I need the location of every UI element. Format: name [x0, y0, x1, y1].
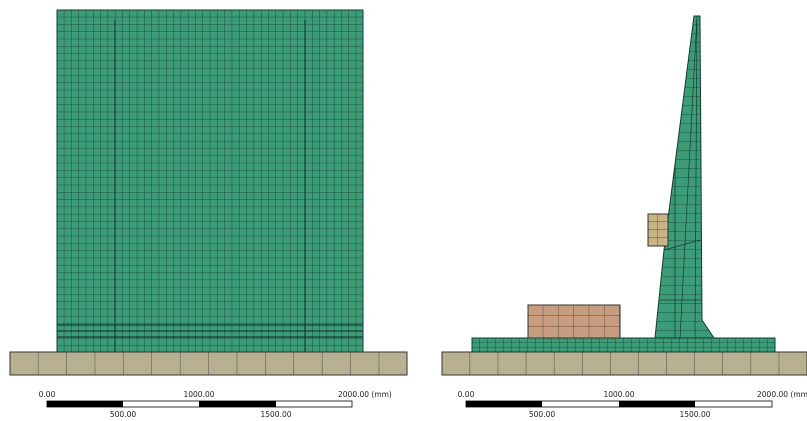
wall-mesh	[57, 10, 363, 352]
scale-seg	[47, 401, 123, 407]
scale-label: 1000.00	[603, 390, 634, 399]
base-blocks	[10, 352, 407, 375]
scale-label: 0.00	[458, 390, 475, 399]
right-view: 0.00 1000.00 2000.00 (mm 500.00 1500.00	[442, 16, 807, 419]
scale-label: 1500.00	[679, 410, 710, 419]
scale-label: 500.00	[110, 410, 136, 419]
scale-seg	[199, 401, 276, 407]
tower-mesh	[655, 16, 714, 338]
block-mesh	[528, 305, 620, 338]
block-mesh	[648, 214, 668, 246]
scale-label: 1500.00	[260, 410, 291, 419]
mesh-views: 0.00 1000.00 2000.00 (mm) 500.00 1500.00…	[0, 0, 807, 421]
scale-label: 2000.00 (mm	[757, 390, 807, 399]
scale-label: 1000.00	[183, 390, 214, 399]
scale-label: 500.00	[529, 410, 555, 419]
scale-seg	[619, 401, 695, 407]
left-view: 0.00 1000.00 2000.00 (mm) 500.00 1500.00	[10, 10, 407, 419]
scale-seg	[466, 401, 542, 407]
scale-label: 2000.00 (mm)	[338, 390, 392, 399]
slab-mesh	[472, 338, 775, 352]
page: 0.00 1000.00 2000.00 (mm) 500.00 1500.00…	[0, 0, 807, 421]
scale-label: 0.00	[39, 390, 56, 399]
base-blocks	[442, 352, 807, 375]
